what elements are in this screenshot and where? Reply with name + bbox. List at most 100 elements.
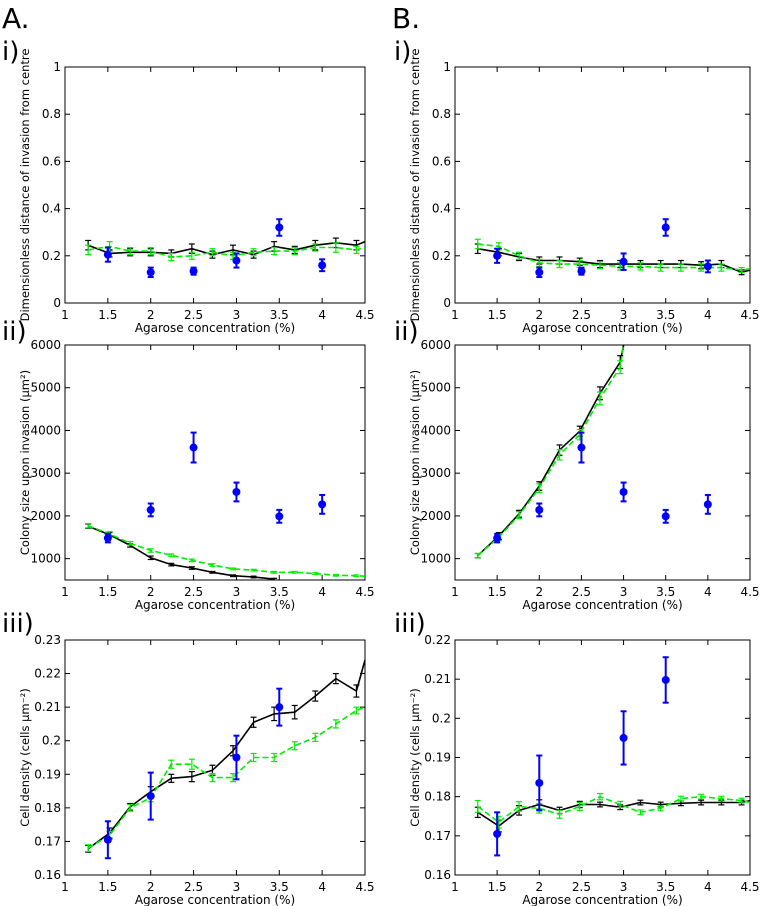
- data-point: [103, 835, 112, 844]
- x-tick-label: 1.5: [98, 308, 117, 322]
- error-bar-green: [127, 540, 134, 546]
- y-axis-label: Colony size upon invasion (μm²): [18, 370, 32, 555]
- x-tick-label: 2.5: [572, 585, 591, 599]
- series-black: [85, 659, 365, 853]
- y-axis-label: Cell density (cells μm⁻²): [18, 688, 32, 827]
- error-bar-green: [188, 251, 195, 260]
- x-tick-label: 2: [147, 308, 155, 322]
- y-tick-label: 0.18: [34, 801, 61, 815]
- series-green: [85, 706, 365, 853]
- y-tick-label: 0.17: [34, 834, 61, 848]
- axes-frame: [454, 66, 751, 304]
- x-tick-label: 1.5: [98, 585, 117, 599]
- x-tick-label: 1.5: [488, 880, 507, 894]
- y-tick-label: 5000: [30, 381, 61, 395]
- panel-label: ii): [394, 317, 419, 347]
- x-axis-label: Agarose concentration (%): [522, 598, 682, 612]
- x-tick-label: 4: [704, 880, 712, 894]
- error-bar-green: [536, 483, 543, 494]
- x-axis-label: Agarose concentration (%): [522, 321, 682, 335]
- y-tick-label: 0.16: [34, 868, 61, 882]
- x-tick-label: 4.5: [740, 585, 759, 599]
- error-bar-green: [332, 719, 339, 729]
- error-bar-black: [332, 672, 339, 685]
- x-tick-label: 1: [61, 880, 69, 894]
- y-axis-label: Dimensionless distance of invasion from …: [408, 49, 422, 322]
- y-tick-label: 0.2: [42, 734, 61, 748]
- data-point: [577, 443, 586, 452]
- series-line-green: [477, 345, 625, 557]
- error-bar-green: [516, 511, 523, 520]
- y-tick-label: 6000: [420, 338, 451, 352]
- error-bar-green: [147, 548, 154, 553]
- column-label-b: B.: [392, 2, 420, 35]
- error-bar-green: [474, 552, 481, 559]
- x-tick-label: 4: [318, 308, 326, 322]
- x-tick-label: 4.5: [355, 585, 374, 599]
- y-tick-label: 4000: [30, 423, 61, 437]
- error-bar-green: [271, 752, 278, 763]
- error-bar-green: [209, 773, 216, 783]
- panel-grid: i) 1 1.5 2 2.5 3 3.5 4 4.5 0 0.2 0.4 0.6 0.8 1 Agarose …: [2, 37, 760, 906]
- x-tick-label: 4: [704, 585, 712, 599]
- error-bar-green: [353, 574, 360, 578]
- x-tick-label: 2.5: [184, 585, 203, 599]
- error-bar-black: [188, 770, 195, 783]
- x-tick-label: 3: [233, 585, 241, 599]
- y-tick-label: 0.2: [432, 711, 451, 725]
- series-green: [474, 792, 750, 829]
- data-point: [275, 512, 284, 521]
- plot-area: [85, 218, 365, 279]
- x-tick-label: 1: [451, 308, 459, 322]
- series-green: [474, 238, 750, 273]
- x-tick-label: 2: [147, 880, 155, 894]
- x-tick-label: 1.5: [488, 308, 507, 322]
- panel-b-iii: iii) 1 1.5 2 2.5 3 3.5 4 4.5 0.16 0.17 0.18 0.19 0.2 0…: [394, 609, 760, 906]
- y-axis-label: Colony size upon invasion (μm²): [408, 370, 422, 555]
- error-bar-green: [353, 706, 360, 715]
- x-tick-label: 1.5: [488, 585, 507, 599]
- x-tick-label: 2.5: [572, 880, 591, 894]
- data-point: [146, 505, 155, 514]
- data-point: [577, 267, 586, 276]
- data-point: [232, 753, 241, 762]
- data-point: [232, 256, 241, 265]
- experimental-points: [493, 656, 670, 857]
- x-tick-label: 4.5: [740, 308, 759, 322]
- data-point: [103, 250, 112, 259]
- plot-area: [85, 659, 365, 860]
- series-line-black: [477, 345, 625, 557]
- error-bar-black: [312, 690, 319, 702]
- error-bar-green: [291, 741, 298, 751]
- error-bar-green: [637, 809, 644, 816]
- data-point: [493, 251, 502, 260]
- data-point: [493, 829, 502, 838]
- error-bar-green: [617, 800, 624, 809]
- data-point: [535, 778, 544, 787]
- y-tick-label: 5000: [420, 381, 451, 395]
- x-tick-label: 3.5: [656, 308, 675, 322]
- panel-label: ii): [2, 317, 27, 347]
- error-bar-green: [168, 553, 175, 558]
- x-tick-label: 2.5: [184, 308, 203, 322]
- axes-frame: [64, 66, 366, 304]
- error-bar-green: [677, 263, 684, 272]
- y-tick-label: 0.21: [34, 700, 61, 714]
- panel-a-i: i) 1 1.5 2 2.5 3 3.5 4 4.5 0 0.2 0.4 0.6 0.8 1 Agarose …: [2, 37, 375, 335]
- plot-area: [85, 431, 365, 580]
- y-tick-label: 0.4: [432, 202, 451, 216]
- y-tick-label: 0.19: [424, 751, 451, 765]
- data-point: [275, 223, 284, 232]
- data-point: [661, 223, 670, 232]
- experimental-points: [493, 431, 712, 544]
- error-bar-green: [188, 558, 195, 563]
- experimental-points: [103, 687, 284, 860]
- error-bar-green: [230, 773, 236, 783]
- plot-area: [474, 218, 750, 279]
- error-bar-black: [291, 704, 298, 720]
- data-point: [189, 267, 198, 276]
- x-tick-label: 3: [620, 880, 628, 894]
- series-green: [85, 241, 365, 262]
- error-bar-green: [474, 799, 481, 813]
- data-point: [493, 534, 502, 543]
